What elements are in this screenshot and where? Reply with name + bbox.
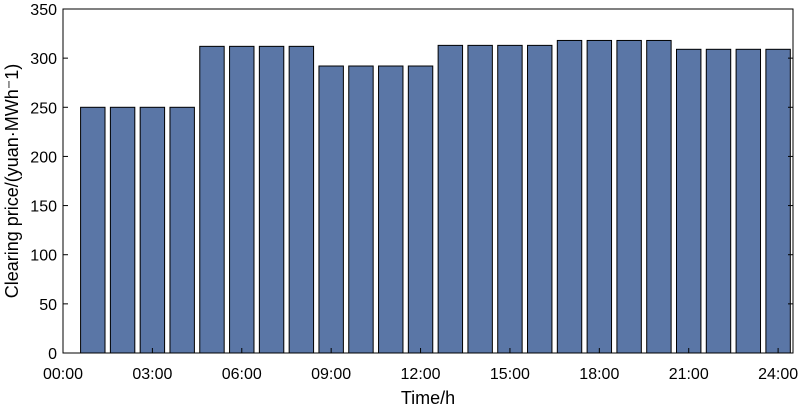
bar-hour-12 — [407, 65, 434, 354]
bar-hour-24 — [765, 48, 791, 354]
bar-hour-18 — [586, 39, 613, 354]
bar-hour-14 — [467, 44, 493, 354]
plot-frame — [62, 8, 794, 354]
bar-hour-3 — [139, 106, 166, 354]
bar-hour-17 — [556, 39, 583, 354]
bar-hour-10 — [348, 65, 374, 354]
bar-hour-13 — [437, 44, 464, 354]
y-axis-label: Clearing price/(yuan·MWh⁻1) — [2, 64, 22, 299]
y-tick-label: 100 — [30, 248, 57, 265]
bar-hour-11 — [378, 65, 404, 354]
y-tick-label: 300 — [30, 51, 57, 68]
y-tick-label: 0 — [48, 346, 57, 363]
bar-hour-9 — [318, 65, 344, 354]
y-tick-label: 250 — [30, 100, 57, 117]
bar-hour-21 — [676, 48, 702, 354]
y-tick-label: 150 — [30, 199, 57, 216]
x-tick-label: 06:00 — [222, 366, 262, 383]
bar-hour-2 — [109, 106, 136, 354]
bar-hour-4 — [169, 106, 195, 354]
x-tick-label: 18:00 — [579, 366, 619, 383]
x-tick-label: 24:00 — [758, 366, 798, 383]
bars-group — [80, 39, 791, 354]
x-axis-label: Time/h — [401, 388, 455, 408]
x-tick-label: 00:00 — [43, 366, 83, 383]
bar-hour-23 — [735, 48, 762, 354]
x-axis-ticks: 00:00 03:00 06:00 09:00 12:00 15:00 18:00 21:00… — [43, 348, 798, 383]
y-axis-ticks: 0 50 100 150 200 250 300 350 — [30, 2, 793, 363]
bar-hour-15 — [497, 44, 523, 354]
y-tick-label: 200 — [30, 149, 57, 166]
bar-hour-22 — [705, 48, 732, 354]
x-tick-label: 03:00 — [132, 366, 172, 383]
bar-hour-8 — [288, 45, 315, 354]
bar-hour-1 — [80, 106, 106, 354]
bar-hour-16 — [527, 44, 553, 354]
y-tick-label: 350 — [30, 2, 57, 19]
bar-hour-20 — [646, 39, 672, 354]
bar-hour-6 — [229, 45, 255, 354]
bar-hour-7 — [258, 45, 285, 354]
x-tick-label: 15:00 — [490, 366, 530, 383]
bar-hour-5 — [199, 45, 225, 354]
x-tick-label: 09:00 — [311, 366, 351, 383]
y-tick-label: 50 — [39, 297, 57, 314]
x-tick-label: 21:00 — [669, 366, 709, 383]
bar-hour-19 — [616, 39, 642, 354]
x-tick-label: 12:00 — [401, 366, 441, 383]
